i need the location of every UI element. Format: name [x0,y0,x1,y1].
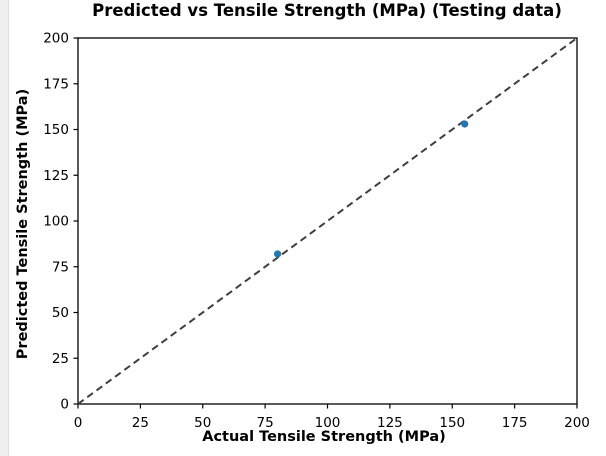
x-tick-label: 0 [74,415,83,431]
y-tick-label: 200 [43,31,69,47]
x-tick-label: 175 [502,415,528,431]
window-left-edge [0,0,9,456]
x-tick-label: 125 [377,415,403,431]
chart-title: Predicted vs Tensile Strength (MPa) (Tes… [92,1,562,20]
y-tick-label: 100 [43,214,69,230]
y-tick-label: 25 [52,351,69,367]
x-tick-label: 75 [257,415,274,431]
identity-line [77,37,578,405]
y-tick-label: 150 [43,122,69,138]
y-tick-label: 0 [60,397,69,413]
y-tick-label: 125 [43,168,69,184]
y-axis-label: Predicted Tensile Strength (MPa) [15,88,31,360]
x-tick-label: 100 [315,415,341,431]
data-point [461,120,469,128]
x-axis-label: Actual Tensile Strength (MPa) [202,429,446,445]
y-tick-label: 175 [43,76,69,92]
x-tick-label: 50 [194,415,211,431]
x-tick-label: 200 [564,415,590,431]
x-tick-label: 25 [132,415,149,431]
x-tick-label: 150 [439,415,465,431]
y-tick-label: 75 [52,259,69,275]
data-point [274,250,282,258]
y-tick-label: 50 [52,305,69,321]
